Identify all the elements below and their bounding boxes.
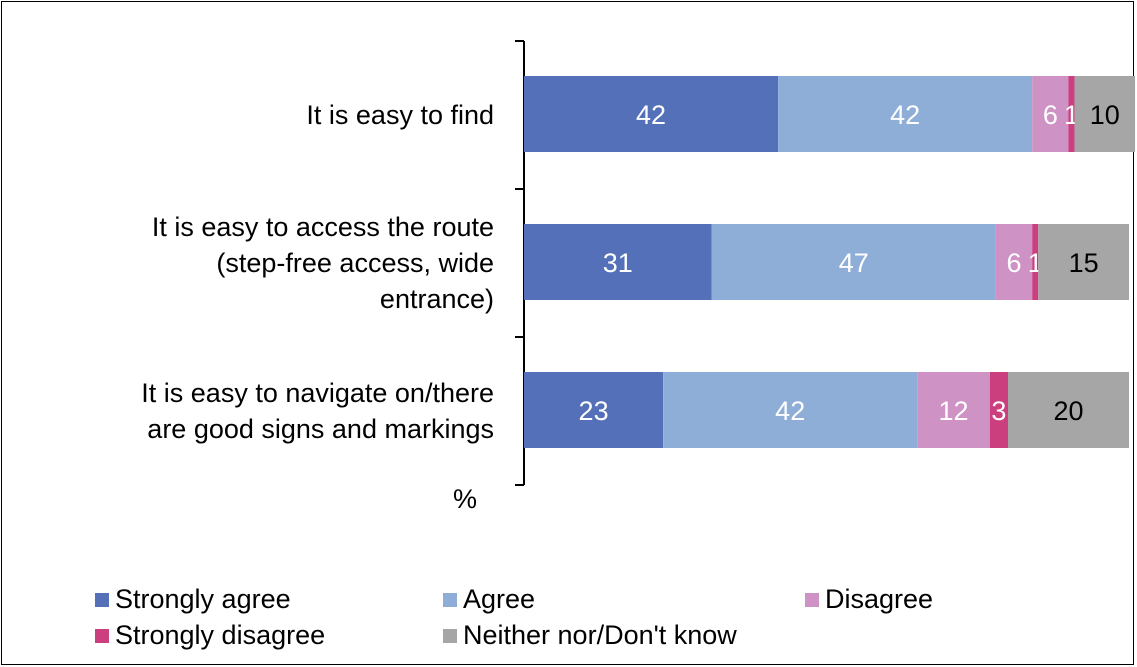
data-label: 31 <box>603 248 633 278</box>
bar-segment <box>1008 372 1129 448</box>
bar-segment <box>778 76 1033 152</box>
data-label: 20 <box>1053 396 1083 426</box>
bar-segment <box>1068 76 1075 152</box>
data-label: 12 <box>939 396 969 426</box>
bar-segment <box>524 372 664 448</box>
data-label: 23 <box>579 396 609 426</box>
bar-segment <box>989 372 1008 448</box>
data-label: 3 <box>991 396 1006 426</box>
data-label: 6 <box>1043 100 1058 130</box>
bar-segment <box>524 76 779 152</box>
category-label: It is easy to access the route <box>152 212 494 242</box>
bar-segment <box>663 372 918 448</box>
data-label: 47 <box>839 248 869 278</box>
bar-segment <box>995 224 1033 300</box>
bar-segment <box>917 372 990 448</box>
category-label: It is easy to find <box>306 100 494 130</box>
bar-segment <box>1032 76 1069 152</box>
axis-unit-label: % <box>453 484 477 514</box>
data-label: 10 <box>1090 100 1120 130</box>
data-label: 42 <box>890 100 920 130</box>
data-label: 6 <box>1007 248 1022 278</box>
bar-segment <box>1032 224 1039 300</box>
bar-segment <box>1038 224 1129 300</box>
category-label: are good signs and markings <box>147 414 494 444</box>
bar-segment <box>524 224 712 300</box>
bar-segment <box>1074 76 1136 152</box>
category-label: entrance) <box>380 284 494 314</box>
category-label: (step-free access, wide <box>216 248 494 278</box>
data-label: 42 <box>636 100 666 130</box>
data-label: 42 <box>775 396 805 426</box>
data-label: 15 <box>1069 248 1099 278</box>
category-label: It is easy to navigate on/there <box>141 378 494 408</box>
bar-segment <box>711 224 996 300</box>
